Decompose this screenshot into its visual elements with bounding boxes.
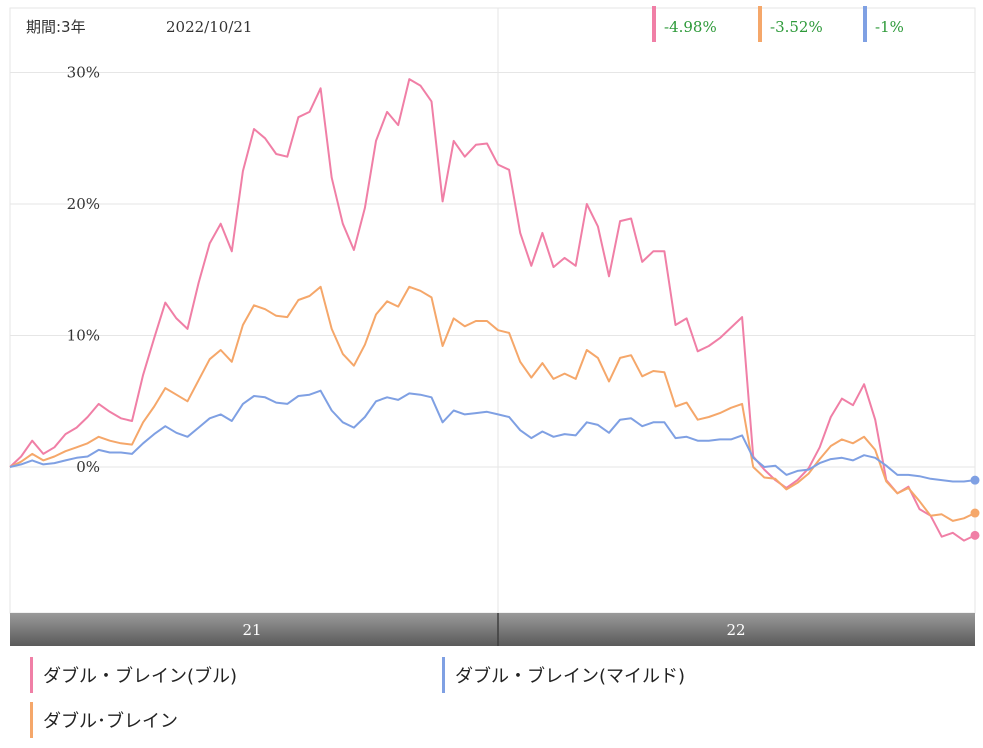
legend-item-mild[interactable]: ダブル・ブレイン(マイルド) bbox=[442, 657, 685, 693]
return-badge-bull: -4.98% bbox=[652, 6, 717, 42]
legend-swatch bbox=[30, 657, 33, 693]
series-endpoint-0[interactable] bbox=[970, 530, 980, 540]
badge-marker bbox=[863, 6, 867, 42]
badge-marker bbox=[652, 6, 656, 42]
legend-swatch bbox=[442, 657, 445, 693]
badge-marker bbox=[758, 6, 762, 42]
y-tick-labels: 30% 20% 10% 0% bbox=[67, 64, 100, 477]
legend-item-bull[interactable]: ダブル・ブレイン(ブル) bbox=[30, 657, 237, 693]
series-line-2 bbox=[9, 389, 976, 483]
y-tick-label: 30% bbox=[67, 64, 100, 82]
badge-value: -1% bbox=[875, 18, 904, 36]
x-tick-label-21: 21 bbox=[242, 621, 261, 639]
y-tick-label: 20% bbox=[67, 195, 100, 213]
series-endpoint-1[interactable] bbox=[970, 508, 980, 518]
period-label: 期間:3年 bbox=[26, 18, 86, 36]
y-tick-label: 10% bbox=[67, 327, 100, 345]
return-badge-standard: -3.52% bbox=[758, 6, 823, 42]
legend-swatch bbox=[30, 702, 33, 738]
y-tick-label: 0% bbox=[76, 458, 100, 476]
badge-value: -3.52% bbox=[770, 18, 823, 36]
series-endpoint-2[interactable] bbox=[970, 475, 980, 485]
series-line-0 bbox=[9, 78, 976, 542]
return-badge-mild: -1% bbox=[863, 6, 904, 42]
plot-area bbox=[9, 7, 976, 614]
chart-date: 2022/10/21 bbox=[166, 18, 252, 36]
x-tick-label-22: 22 bbox=[726, 621, 745, 639]
legend-label: ダブル・ブレイン(マイルド) bbox=[455, 666, 686, 687]
legend-label: ダブル･ブレイン bbox=[43, 711, 178, 732]
badge-value: -4.98% bbox=[664, 18, 717, 36]
legend-item-standard[interactable]: ダブル･ブレイン bbox=[30, 702, 178, 738]
series-layer bbox=[9, 78, 980, 542]
x-axis-band bbox=[10, 613, 975, 646]
legend-label: ダブル・ブレイン(ブル) bbox=[43, 666, 238, 687]
